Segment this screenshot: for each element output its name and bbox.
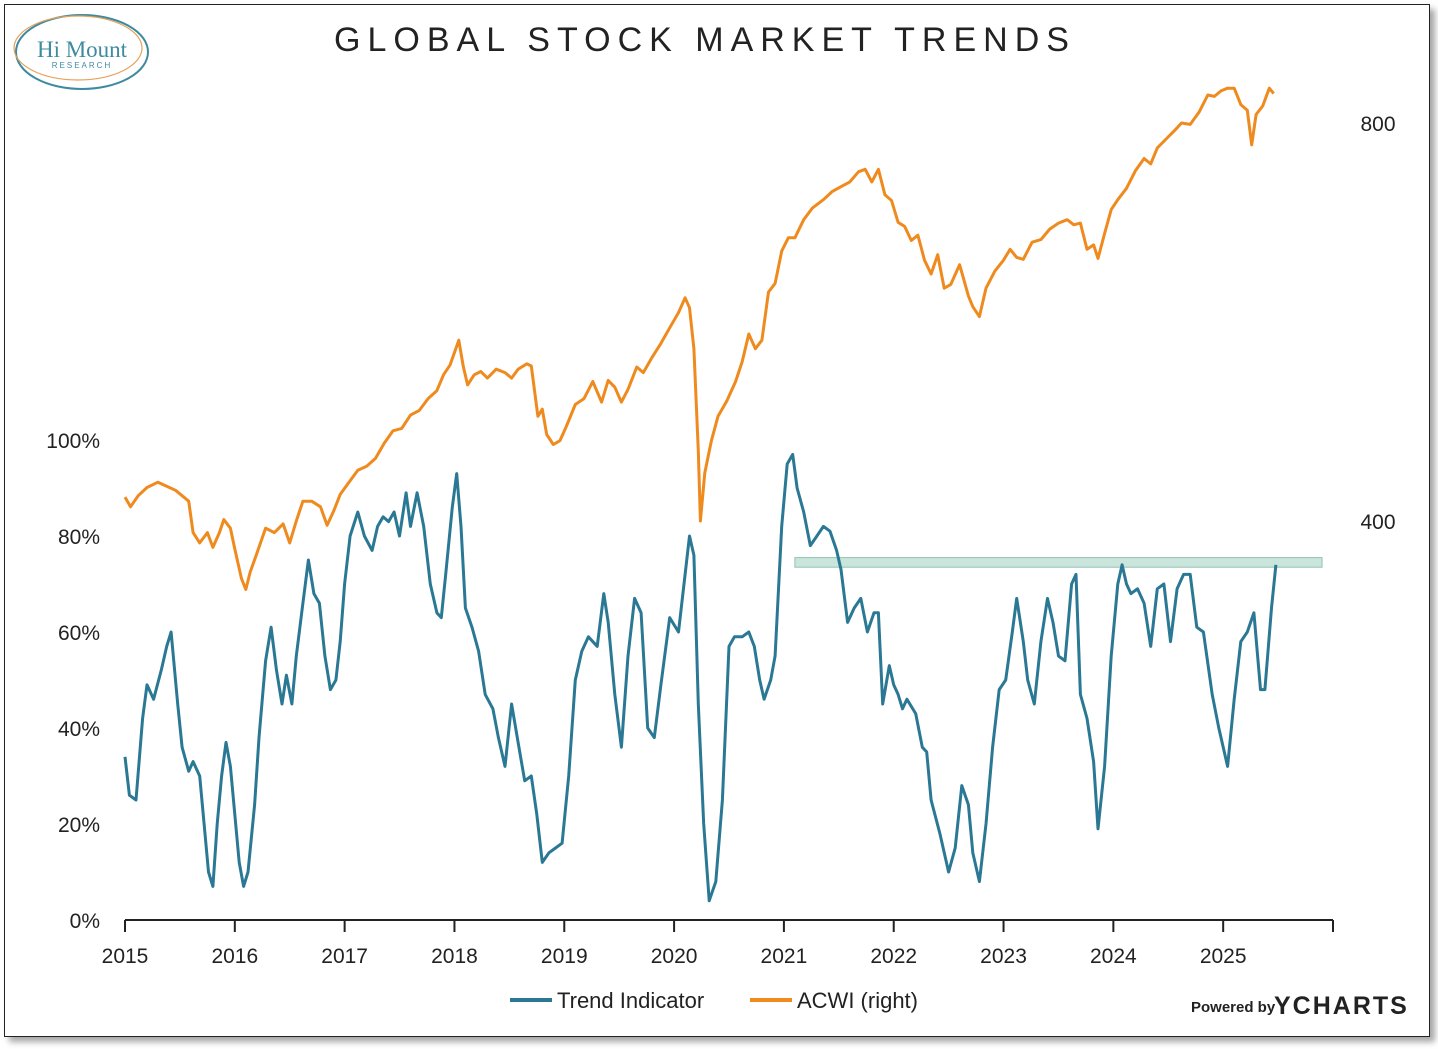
y-right-tick-label: 800 bbox=[1360, 113, 1395, 136]
y-left-tick-label: 60% bbox=[58, 622, 100, 645]
logo-ring bbox=[15, 14, 149, 90]
legend-label-trend: Trend Indicator bbox=[557, 988, 704, 1013]
y-axis-right: 400 800 bbox=[1360, 113, 1395, 534]
y-right-tick-label: 400 bbox=[1360, 511, 1395, 534]
powered-by-text: Powered by bbox=[1191, 999, 1276, 1016]
x-tick-label: 2021 bbox=[761, 945, 808, 968]
logo: Hi Mount RESEARCH bbox=[13, 14, 149, 90]
trend-indicator-series-line bbox=[123, 452, 1278, 903]
x-tick-label: 2023 bbox=[980, 945, 1027, 968]
legend-label-acwi: ACWI (right) bbox=[797, 988, 918, 1013]
acwi-series-line bbox=[123, 86, 1275, 591]
x-tick-label: 2016 bbox=[211, 945, 258, 968]
x-tick-label: 2018 bbox=[431, 945, 478, 968]
y-left-tick-label: 40% bbox=[58, 718, 100, 741]
x-tick-label: 2024 bbox=[1090, 945, 1137, 968]
x-tick-label: 2019 bbox=[541, 945, 588, 968]
logo-ring-accent bbox=[13, 15, 143, 81]
chart-title: GLOBAL STOCK MARKET TRENDS bbox=[334, 21, 1076, 59]
x-tick-label: 2022 bbox=[870, 945, 917, 968]
x-tick-label: 2025 bbox=[1200, 945, 1247, 968]
x-axis: 2015 2016 2017 2018 2019 2020 2021 2022 2023 2024… bbox=[102, 920, 1334, 968]
logo-text: Hi Mount bbox=[37, 37, 128, 62]
y-left-tick-label: 0% bbox=[70, 910, 100, 933]
y-left-tick-label: 20% bbox=[58, 814, 100, 837]
x-tick-label: 2017 bbox=[321, 945, 368, 968]
legend: Trend Indicator ACWI (right) bbox=[510, 988, 918, 1013]
ycharts-logo: YCHARTS bbox=[1274, 992, 1409, 1020]
x-tick-label: 2015 bbox=[102, 945, 149, 968]
x-tick-label: 2020 bbox=[651, 945, 698, 968]
y-left-tick-label: 100% bbox=[46, 430, 100, 453]
y-axis-left: 0% 20% 40% 60% 80% 100% bbox=[46, 430, 100, 933]
logo-subtext: RESEARCH bbox=[52, 61, 112, 70]
y-left-tick-label: 80% bbox=[58, 526, 100, 549]
highlight-band bbox=[794, 557, 1323, 568]
